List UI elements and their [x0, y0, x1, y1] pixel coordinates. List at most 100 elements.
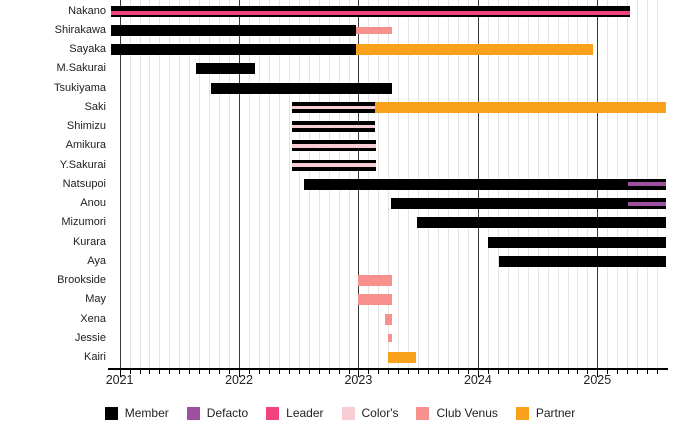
row-label: Y.Sakurai [59, 158, 106, 171]
minor-tick [547, 370, 549, 374]
minor-tick [219, 370, 221, 374]
gantt-bar-member [110, 44, 357, 55]
row-label: Amikura [65, 139, 106, 152]
major-tick [119, 370, 121, 377]
gantt-bar-member [210, 82, 392, 94]
minor-tick [497, 370, 499, 374]
row-label: Shirakawa [54, 23, 106, 36]
minor-gridline [219, 0, 221, 368]
colors-swatch-icon [341, 406, 355, 420]
legend-label: Club Venus [436, 406, 498, 420]
legend-item-defacto: Defacto [186, 406, 249, 420]
x-tick-label: 2024 [463, 373, 492, 387]
minor-tick [557, 370, 559, 374]
gantt-bar-club-venus [357, 294, 392, 306]
row-label: Xena [80, 312, 106, 325]
minor-tick [587, 370, 589, 374]
legend-item-colors: Color's [341, 406, 399, 420]
leader-swatch-icon [266, 406, 280, 420]
minor-tick [268, 370, 270, 374]
row-label: Sayaka [69, 43, 106, 55]
minor-tick [398, 370, 400, 374]
minor-tick [438, 370, 440, 374]
row-label: Mizumori [61, 216, 106, 229]
row-label: Tsukiyama [54, 81, 106, 94]
minor-tick [179, 370, 181, 374]
legend-label: Color's [361, 406, 399, 420]
colors-stripe [291, 144, 376, 148]
minor-tick [249, 370, 250, 374]
minor-gridline [139, 0, 141, 368]
minor-gridline [278, 0, 280, 368]
minor-tick [159, 370, 161, 374]
plot-area: Nakano Shirakawa Sayaka M.Sakurai Tsukiyama S… [54, 0, 666, 368]
x-tick-label: 2025 [583, 373, 612, 387]
minor-tick [408, 370, 410, 374]
major-gridline [239, 0, 240, 368]
club-venus-swatch-icon [416, 406, 430, 420]
minor-tick [258, 370, 260, 374]
gantt-bar-partner [387, 352, 416, 363]
minor-tick [458, 370, 459, 374]
minor-gridline [129, 0, 131, 368]
minor-tick [129, 370, 131, 374]
minor-tick [288, 370, 290, 374]
minor-tick [577, 370, 579, 374]
minor-tick [467, 370, 469, 374]
gantt-bar-member [417, 217, 666, 229]
minor-gridline [229, 0, 230, 368]
minor-gridline [179, 0, 181, 368]
gantt-bar-club-venus [385, 313, 392, 325]
minor-tick [527, 370, 529, 374]
row-label: Jessie [74, 331, 106, 344]
colors-stripe [291, 124, 376, 129]
row-label: Saki [84, 100, 106, 113]
colors-stripe [291, 105, 375, 109]
minor-tick [418, 370, 420, 374]
minor-tick [487, 370, 489, 374]
x-tick-label: 2022 [225, 373, 253, 387]
minor-tick [537, 370, 539, 374]
minor-gridline [258, 0, 260, 368]
gantt-bar-club-venus-small [388, 334, 392, 343]
minor-gridline [288, 0, 290, 368]
row-label: M.Sakurai [56, 62, 106, 75]
legend-label: Member [124, 406, 169, 420]
gantt-bar-member [390, 198, 666, 209]
minor-tick [328, 370, 330, 374]
minor-tick [199, 370, 201, 374]
minor-gridline [249, 0, 250, 368]
gantt-bar-partner [356, 44, 593, 55]
minor-gridline [199, 0, 201, 368]
defacto-stripe [627, 201, 666, 206]
gantt-bar-club-venus [357, 275, 392, 286]
legend: Member Defacto Leader Color's Club Venus Part… [0, 403, 680, 423]
minor-tick [517, 370, 519, 374]
minor-gridline [169, 0, 171, 368]
major-tick [477, 370, 479, 377]
row-label: Shimizu [66, 120, 106, 132]
major-tick [597, 370, 599, 377]
major-tick [358, 370, 360, 377]
minor-tick [209, 370, 211, 374]
minor-tick [298, 370, 300, 374]
minor-gridline [189, 0, 191, 368]
major-gridline [119, 0, 121, 368]
minor-gridline [159, 0, 161, 368]
minor-tick [278, 370, 280, 374]
minor-tick [637, 370, 639, 374]
minor-tick [647, 370, 649, 374]
row-label: Anou [80, 197, 106, 209]
minor-tick [189, 370, 191, 374]
legend-label: Defacto [206, 406, 249, 420]
row-label: May [85, 293, 106, 306]
minor-tick [378, 370, 380, 374]
colors-stripe [291, 163, 376, 167]
minor-gridline [209, 0, 211, 368]
minor-tick [617, 370, 619, 374]
gantt-bar-member [196, 63, 256, 75]
x-axis-line [108, 368, 668, 370]
member-swatch-icon [104, 406, 118, 420]
legend-label: Partner [535, 406, 576, 420]
row-label: Brookside [57, 274, 106, 286]
